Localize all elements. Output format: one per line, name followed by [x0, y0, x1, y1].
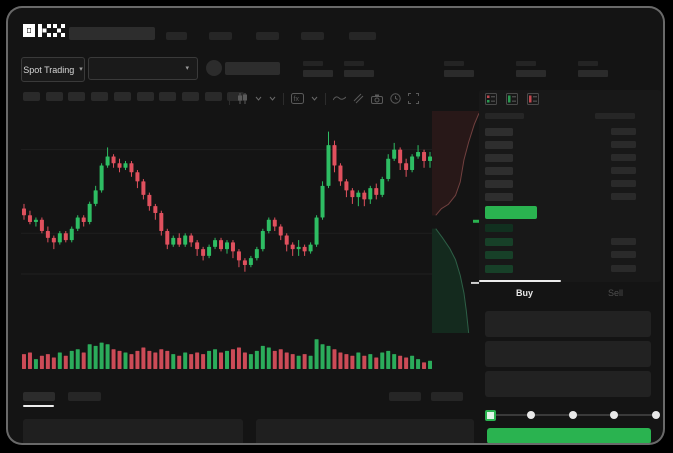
interval-button[interactable] — [113, 92, 131, 101]
market-type-dropdown[interactable]: Spot Trading ▾ — [21, 57, 85, 82]
buy-submit-button[interactable] — [487, 428, 651, 443]
last-price-badge[interactable] — [485, 206, 537, 219]
ticker-stat — [578, 61, 612, 77]
wave-line-icon[interactable] — [333, 94, 346, 103]
bid-row-amount — [611, 251, 636, 258]
chevron-down-icon: ▾ — [185, 65, 189, 72]
ask-row-amount — [611, 154, 636, 161]
ask-row-price[interactable] — [485, 167, 513, 175]
nav-item-2[interactable] — [209, 32, 232, 40]
nav-item-4[interactable] — [301, 32, 324, 40]
interval-button[interactable] — [204, 92, 222, 101]
divider — [325, 92, 326, 105]
pair-select-dropdown[interactable]: ▾ — [88, 57, 198, 80]
interval-button[interactable] — [136, 92, 154, 101]
interval-button[interactable] — [23, 92, 40, 101]
nav-item-1[interactable] — [166, 32, 187, 40]
bid-row-price[interactable] — [485, 264, 513, 273]
order-history-panel — [256, 419, 474, 443]
total-input[interactable] — [485, 371, 651, 397]
pair-name-placeholder — [225, 62, 280, 75]
interval-button[interactable] — [181, 92, 199, 101]
slider-stop-2[interactable] — [568, 411, 577, 419]
nav-item-5[interactable] — [349, 32, 376, 40]
slider-stop-4[interactable] — [652, 411, 660, 419]
candles-icon[interactable] — [237, 93, 248, 104]
bid-row-price[interactable] — [485, 224, 513, 232]
ask-row-amount — [611, 141, 636, 148]
expand-icon[interactable] — [408, 93, 419, 104]
order-form-tabs: Buy Sell — [479, 288, 661, 298]
ask-row-amount — [611, 128, 636, 135]
depth-chart-overlay — [432, 111, 479, 333]
bid-row-price[interactable] — [485, 237, 513, 246]
search-input[interactable] — [69, 27, 155, 40]
bid-row-amount — [611, 237, 636, 245]
ask-row-amount — [611, 167, 636, 174]
fx-indicator-icon[interactable]: fx — [291, 93, 304, 104]
ticker-stat — [444, 61, 478, 77]
chart-toolbar: fx — [229, 92, 419, 105]
ask-row-price[interactable] — [485, 141, 513, 149]
chevron-down-icon: ▾ — [79, 66, 83, 73]
ticker-stat — [516, 61, 550, 77]
ask-row-price[interactable] — [485, 128, 513, 136]
chevron-down-icon[interactable] — [311, 96, 318, 101]
amount-slider[interactable] — [485, 410, 660, 421]
interval-button[interactable] — [159, 92, 177, 101]
divider — [283, 92, 284, 105]
volume-chart — [21, 339, 433, 369]
book-asks-icon[interactable] — [527, 93, 539, 105]
open-orders-panel — [23, 419, 243, 443]
ask-row-price[interactable] — [485, 180, 513, 188]
order-book-mode-switcher — [485, 93, 539, 105]
slider-stop-0[interactable] — [485, 410, 496, 421]
ask-row-amount — [611, 180, 636, 187]
ob-header-price — [485, 113, 524, 119]
okx-logo-icon — [23, 24, 65, 37]
brush-icon[interactable] — [353, 93, 364, 104]
tab-buy[interactable]: Buy — [515, 288, 533, 298]
ob-header-amount — [595, 113, 635, 119]
divider — [229, 92, 230, 105]
ask-row-price[interactable] — [485, 154, 513, 162]
ask-row-price[interactable] — [485, 193, 513, 201]
bottom-action-1[interactable] — [389, 392, 421, 401]
slider-stop-1[interactable] — [526, 411, 535, 419]
price-input[interactable] — [485, 311, 651, 337]
interval-button[interactable] — [45, 92, 63, 101]
coin-avatar — [206, 60, 222, 76]
tab-sell[interactable]: Sell — [607, 288, 623, 298]
chevron-down-icon[interactable] — [255, 96, 262, 101]
ticker-stat — [303, 61, 337, 77]
camera-icon[interactable] — [371, 94, 383, 104]
nav-item-3[interactable] — [256, 32, 279, 40]
interval-button[interactable] — [227, 92, 245, 101]
ticker-stat — [344, 61, 378, 77]
slider-stop-3[interactable] — [610, 411, 619, 419]
order-form-tab-indicator — [479, 280, 561, 282]
app-window: Spot Trading ▾ ▾ — [6, 6, 665, 445]
bottom-tab-active[interactable] — [23, 392, 55, 401]
okx-logo[interactable] — [23, 24, 65, 42]
bid-row-amount — [611, 264, 636, 272]
book-bids-icon[interactable] — [506, 93, 518, 105]
book-split-icon[interactable] — [485, 93, 497, 105]
bid-row-price[interactable] — [485, 251, 513, 259]
interval-button[interactable] — [68, 92, 86, 101]
candlestick-chart[interactable] — [21, 109, 433, 335]
amount-input[interactable] — [485, 341, 651, 367]
bottom-action-2[interactable] — [431, 392, 463, 401]
ask-row-amount — [611, 193, 636, 200]
chevron-down-icon[interactable] — [269, 96, 276, 101]
market-type-label: Spot Trading — [23, 64, 75, 75]
clock-icon[interactable] — [390, 93, 401, 104]
bottom-tab-2[interactable] — [68, 392, 101, 401]
svg-text:fx: fx — [294, 96, 300, 103]
interval-button[interactable] — [91, 92, 109, 101]
bottom-tab-indicator — [23, 405, 54, 407]
